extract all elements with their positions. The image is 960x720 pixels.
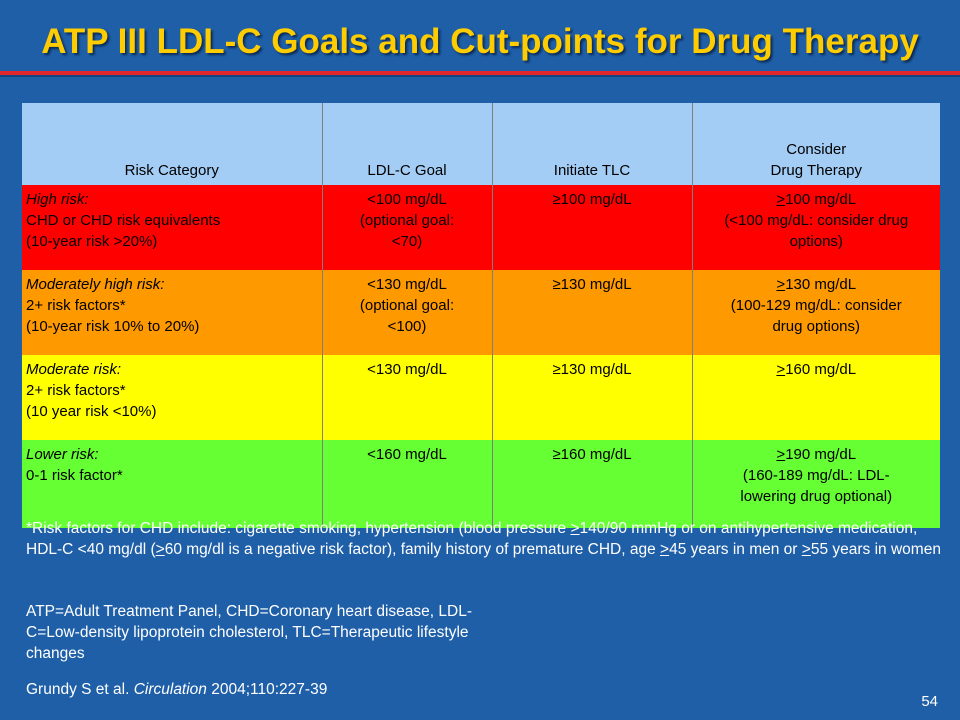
- ldl-goal-cell: <130 mg/dL: [322, 355, 493, 440]
- drug-threshold: >160 mg/dL: [697, 359, 937, 380]
- risk-ten-year: (10-year risk 10% to 20%): [26, 318, 200, 335]
- risk-description: 2+ risk factors*: [26, 297, 126, 314]
- tlc-symbol: ≥: [552, 446, 561, 463]
- drug-therapy-cell: >190 mg/dL (160-189 mg/dL: LDL- lowering…: [692, 440, 940, 528]
- tlc-value: 130 mg/dL: [560, 361, 632, 378]
- initiate-tlc-cell: ≥130 mg/dL: [492, 270, 693, 355]
- risk-factors-footnote: *Risk factors for CHD include: cigarette…: [26, 518, 946, 560]
- geq-symbol: >: [155, 541, 165, 558]
- citation: Grundy S et al. Circulation 2004;110:227…: [26, 679, 626, 700]
- page-number: 54: [921, 693, 938, 710]
- tlc-value: 100 mg/dL: [560, 191, 632, 208]
- drug-note: (100-129 mg/dL: consider: [730, 297, 902, 314]
- header-ldl-goal: LDL-C Goal: [322, 103, 493, 185]
- goal-optional: (optional goal:: [359, 212, 455, 229]
- footnote-part: *Risk factors for CHD include: cigarette…: [26, 520, 571, 537]
- drug-note: (<100 mg/dL: consider drug: [724, 212, 909, 229]
- table-row-high-risk: High risk: CHD or CHD risk equivalents (…: [22, 185, 940, 270]
- risk-name: Lower risk:: [26, 446, 99, 463]
- goal-optional-value: <100): [387, 318, 427, 335]
- abbreviations-note: ATP=Adult Treatment Panel, CHD=Coronary …: [26, 603, 472, 662]
- citation-details: 2004;110:227-39: [206, 681, 328, 698]
- drug-symbol: >: [776, 446, 786, 463]
- table-row-moderate-risk: Moderate risk: 2+ risk factors* (10 year…: [22, 355, 940, 440]
- header-initiate-tlc: Initiate TLC: [492, 103, 693, 185]
- risk-category-cell: High risk: CHD or CHD risk equivalents (…: [22, 185, 323, 270]
- tlc-symbol: ≥: [552, 191, 561, 208]
- drug-note-cont: drug options): [772, 318, 861, 335]
- initiate-tlc-cell: ≥100 mg/dL: [492, 185, 693, 270]
- risk-category-cell: Moderate risk: 2+ risk factors* (10 year…: [22, 355, 323, 440]
- geq-symbol: >: [801, 541, 811, 558]
- geq-symbol: >: [660, 541, 670, 558]
- risk-category-cell: Moderately high risk: 2+ risk factors* (…: [22, 270, 323, 355]
- header-drug-line1: Consider: [786, 141, 847, 158]
- citation-authors: Grundy S et al.: [26, 681, 134, 698]
- table-row-moderately-high-risk: Moderately high risk: 2+ risk factors* (…: [22, 270, 940, 355]
- header-drug-line2: Drug Therapy: [770, 162, 862, 179]
- ldl-goal-cell: <160 mg/dL: [322, 440, 493, 528]
- drug-therapy-cell: >100 mg/dL (<100 mg/dL: consider drug op…: [692, 185, 940, 270]
- risk-ten-year: (10 year risk <10%): [26, 403, 157, 420]
- citation-journal: Circulation: [133, 681, 207, 698]
- drug-symbol: >: [776, 191, 786, 208]
- title-rule: [0, 71, 960, 75]
- geq-symbol: >: [570, 520, 580, 537]
- drug-threshold: >190 mg/dL: [697, 444, 937, 465]
- ldl-goal-cell: <100 mg/dL (optional goal: <70): [322, 185, 493, 270]
- drug-value: 160 mg/dL: [785, 361, 857, 378]
- risk-ten-year: (10-year risk >20%): [26, 233, 158, 250]
- table-header-row: Risk Category LDL-C Goal Initiate TLC Co…: [22, 103, 940, 185]
- drug-note-cont: options): [789, 233, 843, 250]
- drug-value: 190 mg/dL: [785, 446, 857, 463]
- risk-name: High risk:: [26, 191, 89, 208]
- goal-optional: (optional goal:: [359, 297, 455, 314]
- slide-title: ATP III LDL-C Goals and Cut-points for D…: [41, 22, 919, 61]
- goal-optional-value: <70): [391, 233, 423, 250]
- risk-name: Moderately high risk:: [26, 276, 165, 293]
- risk-description: 2+ risk factors*: [26, 382, 126, 399]
- header-risk-category: Risk Category: [22, 103, 323, 185]
- goal-value: <160 mg/dL: [367, 446, 447, 463]
- footnote-part: 55 years in women: [810, 541, 941, 558]
- risk-description: CHD or CHD risk equivalents: [26, 212, 221, 229]
- initiate-tlc-cell: ≥130 mg/dL: [492, 355, 693, 440]
- risk-description: 0-1 risk factor*: [26, 467, 123, 484]
- header-consider-drug-therapy: Consider Drug Therapy: [692, 103, 940, 185]
- drug-symbol: >: [776, 361, 786, 378]
- drug-therapy-cell: >160 mg/dL: [692, 355, 940, 440]
- drug-therapy-cell: >130 mg/dL (100-129 mg/dL: consider drug…: [692, 270, 940, 355]
- footnote-part: 140/90 mmHg or on antihypertensive medic…: [26, 520, 918, 558]
- ldl-goals-table: Risk Category LDL-C Goal Initiate TLC Co…: [22, 103, 940, 528]
- tlc-value: 160 mg/dL: [560, 446, 632, 463]
- initiate-tlc-cell: ≥160 mg/dL: [492, 440, 693, 528]
- table-row-lower-risk: Lower risk: 0-1 risk factor* <160 mg/dL …: [22, 440, 940, 528]
- footnote-part: 45 years in men or: [669, 541, 802, 558]
- drug-note-cont: lowering drug optional): [740, 488, 893, 505]
- drug-symbol: >: [776, 276, 786, 293]
- tlc-value: 130 mg/dL: [560, 276, 632, 293]
- drug-value: 130 mg/dL: [785, 276, 857, 293]
- tlc-symbol: ≥: [552, 361, 561, 378]
- drug-threshold: >100 mg/dL: [697, 189, 937, 210]
- tlc-symbol: ≥: [552, 276, 561, 293]
- goal-value: <130 mg/dL: [367, 361, 447, 378]
- footnote-part: 60 mg/dl is a negative risk factor), fam…: [164, 541, 661, 558]
- drug-note: (160-189 mg/dL: LDL-: [742, 467, 890, 484]
- drug-threshold: >130 mg/dL: [697, 274, 937, 295]
- goal-value: <130 mg/dL: [367, 276, 447, 293]
- ldl-goal-cell: <130 mg/dL (optional goal: <100): [322, 270, 493, 355]
- drug-value: 100 mg/dL: [785, 191, 857, 208]
- goal-value: <100 mg/dL: [367, 191, 447, 208]
- risk-name: Moderate risk:: [26, 361, 122, 378]
- title-rule-shadow: [0, 75, 960, 77]
- risk-category-cell: Lower risk: 0-1 risk factor*: [22, 440, 323, 528]
